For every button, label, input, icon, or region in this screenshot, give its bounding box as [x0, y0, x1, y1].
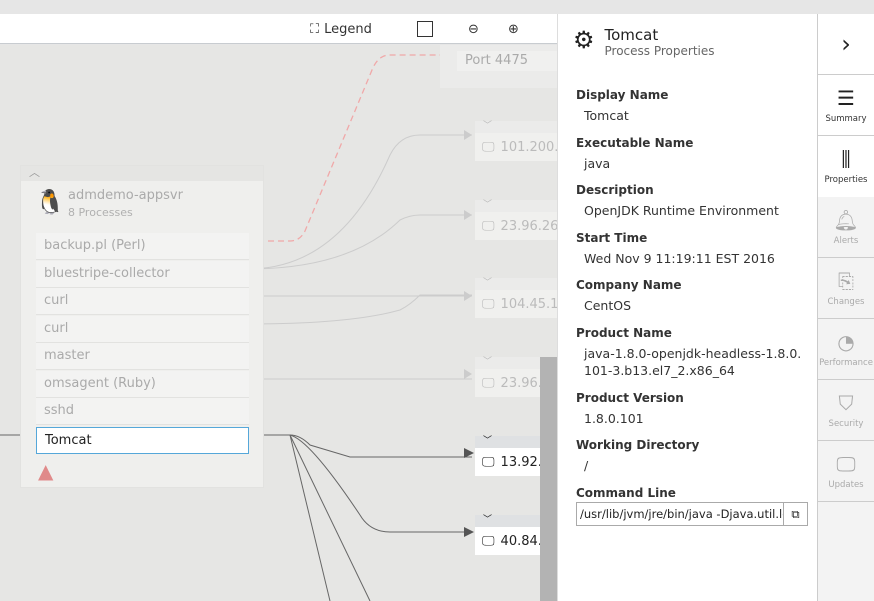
property-product-version: Product Version 1.8.0.101 [576, 391, 684, 426]
chevron-down-icon[interactable]: ﹀ [475, 515, 557, 527]
zoom-in-icon: ⊕ [508, 21, 519, 37]
sidebar-item-changes[interactable]: ⎘ Changes [818, 258, 874, 319]
chevron-down-icon[interactable]: ﹀ [475, 200, 557, 212]
chevron-up-icon: ︿ [29, 166, 40, 179]
changes-icon: ⎘ [838, 268, 854, 293]
chevron-down-icon[interactable]: ﹀ [475, 278, 557, 290]
process-count: 8 Processes [68, 206, 133, 219]
top-strip [0, 0, 874, 14]
bell-icon: 🔔︎ [833, 207, 859, 232]
sidebar-item-properties[interactable]: ⫼ Properties [818, 136, 874, 197]
panel-title: Tomcat [604, 26, 659, 44]
process-item[interactable]: backup.pl (Perl) [36, 233, 249, 260]
collapse-toggle[interactable]: ︿ [21, 166, 263, 181]
property-executable-name: Executable Name java [576, 136, 694, 171]
process-item[interactable]: curl [36, 316, 249, 343]
machine-group[interactable]: ︿ 🐧 admdemo-appsvr 8 Processes backup.pl… [20, 165, 264, 488]
sidebar-item-summary[interactable]: ☰ Summary [818, 75, 874, 136]
property-description: Description OpenJDK Runtime Environment [576, 183, 779, 218]
monitor-icon: 🖵 [482, 375, 495, 391]
zoom-out-icon: ⊖ [468, 21, 479, 37]
machine-name: admdemo-appsvr [68, 188, 183, 203]
property-company-name: Company Name CentOS [576, 278, 682, 313]
copy-button[interactable]: ⧉ [783, 503, 807, 525]
process-item[interactable]: omsagent (Ruby) [36, 371, 249, 398]
port-group: Port 4475 [440, 45, 557, 88]
sidebar-item-performance[interactable]: ◔ Performance [818, 319, 874, 380]
property-product-name: Product Name java-1.8.0-openjdk-headless-… [576, 326, 802, 378]
collapse-panel-button[interactable]: › [818, 14, 874, 75]
process-item[interactable]: curl [36, 288, 249, 315]
remote-node[interactable]: ﹀ 🖵 104.45.1 [475, 278, 557, 318]
sidebar-item-security[interactable]: ⛉ Security [818, 380, 874, 441]
chevron-right-icon: › [841, 30, 851, 58]
fit-icon [417, 21, 433, 37]
monitor-icon: 🖵 [482, 454, 495, 470]
properties-panel: ⚙ Tomcat Process Properties Display Name… [557, 14, 817, 601]
warning-icon: ▲ [38, 459, 54, 483]
toolbar: ⛶ Legend ⊖ ⊕ [0, 14, 557, 44]
monitor-refresh-icon: 🖵 [836, 451, 856, 476]
gauge-icon: ◔ [837, 329, 855, 354]
process-item[interactable]: sshd [36, 398, 249, 425]
process-item[interactable]: master [36, 343, 249, 370]
panel-subtitle: Process Properties [604, 44, 715, 58]
remote-node[interactable]: ﹀ 🖵 101.200. [475, 121, 557, 161]
port-label[interactable]: Port 4475 [457, 51, 557, 71]
legend-icon: ⛶ [310, 21, 320, 37]
property-working-directory: Working Directory / [576, 438, 700, 473]
monitor-icon: 🖵 [482, 533, 495, 549]
remote-node[interactable]: ﹀ 🖵 23.96.26 [475, 200, 557, 240]
chevron-down-icon[interactable]: ﹀ [475, 357, 557, 369]
monitor-icon: 🖵 [482, 218, 495, 234]
chevron-down-icon[interactable]: ﹀ [475, 436, 557, 448]
property-start-time: Start Time Wed Nov 9 11:19:11 EST 2016 [576, 231, 775, 266]
fit-to-screen-button[interactable] [417, 19, 433, 39]
process-item-selected[interactable]: Tomcat [36, 427, 249, 454]
monitor-icon: 🖵 [482, 296, 495, 312]
sidebar-item-updates[interactable]: 🖵 Updates [818, 441, 874, 502]
chevron-down-icon[interactable]: ﹀ [475, 121, 557, 133]
legend-button[interactable]: ⛶ Legend [310, 21, 372, 37]
monitor-icon: 🖵 [482, 139, 495, 155]
map-canvas[interactable]: Port 4475 ︿ 🐧 admdemo-appsvr 8 Processes… [0, 45, 557, 601]
linux-icon: 🐧 [35, 188, 65, 216]
copy-icon: ⧉ [791, 509, 800, 521]
shield-icon: ⛉ [838, 390, 854, 415]
sliders-icon: ⫼ [841, 147, 851, 171]
zoom-in-button[interactable]: ⊕ [508, 19, 519, 39]
side-nav: › ☰ Summary ⫼ Properties 🔔︎ Alerts ⎘ Changes… [817, 14, 874, 601]
command-line-field[interactable]: /usr/lib/jvm/jre/bin/java -Djava.util.lo… [576, 502, 808, 526]
zoom-out-button[interactable]: ⊖ [468, 19, 479, 39]
list-icon: ☰ [837, 85, 855, 110]
gears-icon: ⚙ [573, 26, 595, 54]
sidebar-item-alerts[interactable]: 🔔︎ Alerts [818, 197, 874, 258]
process-item[interactable]: bluestripe-collector [36, 261, 249, 288]
scrollbar[interactable] [540, 357, 557, 601]
property-command-line-label: Command Line [576, 486, 676, 500]
property-display-name: Display Name Tomcat [576, 88, 669, 123]
